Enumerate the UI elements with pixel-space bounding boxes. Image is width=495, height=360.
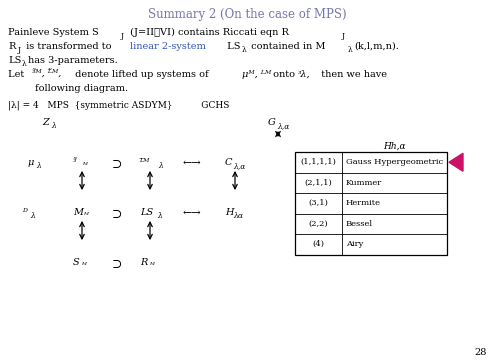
- Text: λ,α: λ,α: [277, 122, 290, 130]
- Text: μᴹ, ᴸᴹ: μᴹ, ᴸᴹ: [242, 70, 271, 79]
- Text: (k,l,m,n).: (k,l,m,n).: [354, 42, 399, 51]
- Text: Gauss Hypergeometric: Gauss Hypergeometric: [346, 158, 443, 166]
- Text: G: G: [268, 118, 276, 127]
- Text: λ: λ: [30, 212, 35, 220]
- Text: M: M: [73, 208, 83, 217]
- Text: ᵌ̃ᴹ, ᴸ̃ᴹ,: ᵌ̃ᴹ, ᴸ̃ᴹ,: [32, 70, 61, 79]
- Text: LS: LS: [224, 42, 241, 51]
- Text: Let: Let: [8, 70, 27, 79]
- Text: ⊃: ⊃: [112, 208, 122, 221]
- Text: Z: Z: [42, 118, 49, 127]
- Bar: [295, 152, 447, 255]
- Text: (1,1,1,1): (1,1,1,1): [300, 158, 337, 166]
- Text: λ: λ: [157, 212, 162, 220]
- Polygon shape: [449, 153, 463, 171]
- Text: J: J: [121, 32, 124, 40]
- Text: LS: LS: [8, 56, 21, 65]
- Text: Painleve System S: Painleve System S: [8, 28, 99, 37]
- Text: Kummer: Kummer: [346, 179, 382, 187]
- Text: ←→: ←→: [183, 208, 202, 218]
- Text: LS: LS: [140, 208, 153, 217]
- Text: contained in M: contained in M: [248, 42, 326, 51]
- Text: ᴸ̅ᴹ: ᴸ̅ᴹ: [140, 158, 150, 167]
- Text: ←→: ←→: [183, 158, 202, 168]
- Text: ⊃: ⊃: [112, 158, 122, 171]
- Text: λ: λ: [51, 122, 56, 130]
- Text: following diagram.: following diagram.: [35, 84, 128, 93]
- Text: (4): (4): [312, 240, 325, 248]
- Text: (3,1): (3,1): [308, 199, 329, 207]
- Text: denote lifted up systems of: denote lifted up systems of: [72, 70, 212, 79]
- Text: (2,1,1): (2,1,1): [304, 179, 332, 187]
- Text: λ: λ: [158, 162, 163, 170]
- Text: λ: λ: [22, 60, 27, 68]
- Text: μ: μ: [28, 158, 34, 167]
- Text: ᴹ: ᴹ: [83, 212, 88, 220]
- Text: λ: λ: [242, 46, 247, 54]
- Text: ᴹ: ᴹ: [81, 262, 86, 270]
- Text: then we have: then we have: [315, 70, 387, 79]
- Text: ᵌ̃: ᵌ̃: [73, 158, 76, 167]
- Text: linear 2-system: linear 2-system: [130, 42, 206, 51]
- Text: Bessel: Bessel: [346, 220, 373, 228]
- Text: ᵌλ,: ᵌλ,: [298, 70, 311, 79]
- Text: has 3-parameters.: has 3-parameters.: [28, 56, 118, 65]
- Text: R: R: [8, 42, 15, 51]
- Text: ᴰ: ᴰ: [22, 208, 27, 217]
- Text: (2,2): (2,2): [309, 220, 328, 228]
- Text: Hermite: Hermite: [346, 199, 381, 207]
- Text: (J=II∾VI) contains Riccati eqn R: (J=II∾VI) contains Riccati eqn R: [127, 28, 289, 37]
- Text: λ: λ: [348, 46, 353, 54]
- Text: H: H: [225, 208, 234, 217]
- Text: is transformed to: is transformed to: [23, 42, 115, 51]
- Text: Airy: Airy: [346, 240, 363, 248]
- Text: J: J: [342, 32, 345, 40]
- Text: |λ| = 4   MPS  {symmetric ASDYM}          GCHS: |λ| = 4 MPS {symmetric ASDYM} GCHS: [8, 100, 229, 109]
- Text: ᴹ: ᴹ: [149, 262, 154, 270]
- Text: S: S: [73, 258, 80, 267]
- Text: R: R: [140, 258, 148, 267]
- Text: J: J: [18, 46, 21, 54]
- Text: ⊃: ⊃: [112, 258, 122, 271]
- Text: onto: onto: [270, 70, 298, 79]
- Text: H̅h,α: H̅h,α: [383, 142, 406, 151]
- Text: C: C: [225, 158, 233, 167]
- Text: 28: 28: [475, 348, 487, 357]
- Text: λ,α: λ,α: [233, 162, 246, 170]
- Text: λα: λα: [233, 212, 243, 220]
- Text: λ: λ: [36, 162, 41, 170]
- Text: ᴹ: ᴹ: [82, 162, 87, 170]
- Text: Summary 2 (On the case of MPS): Summary 2 (On the case of MPS): [148, 8, 346, 21]
